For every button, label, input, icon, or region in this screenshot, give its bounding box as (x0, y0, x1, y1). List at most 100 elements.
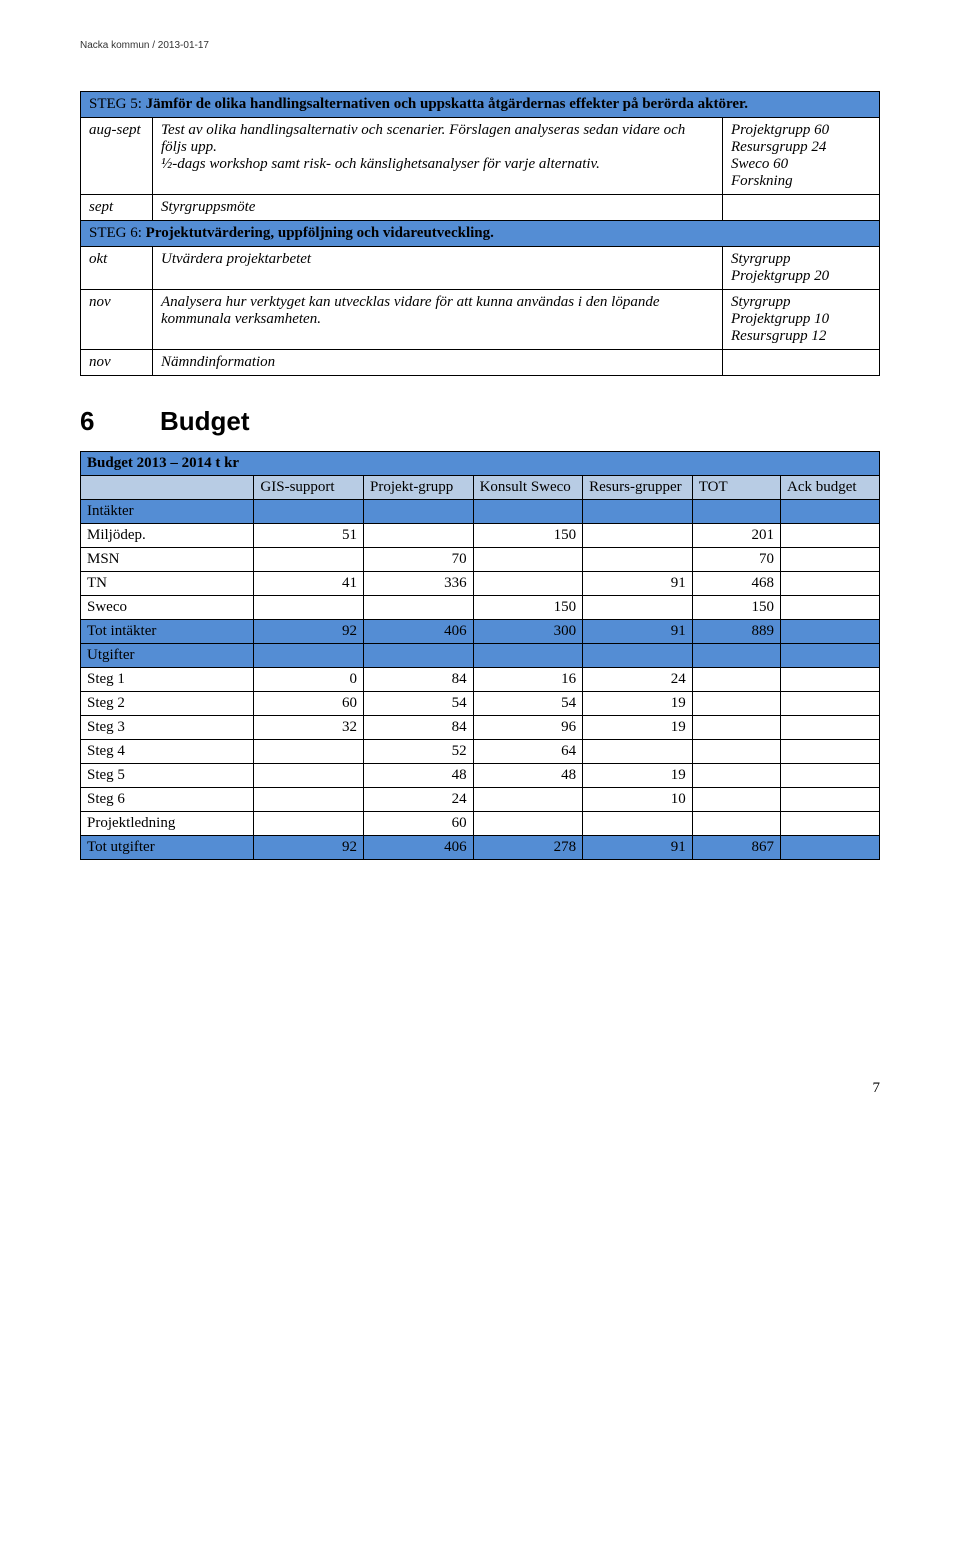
budget-cell: 84 (363, 716, 473, 740)
section-6-heading: 6Budget (80, 406, 880, 437)
budget-cell (692, 788, 780, 812)
budget-row: Steg 62410 (81, 788, 880, 812)
budget-cell: 201 (692, 524, 780, 548)
budget-cell (583, 740, 693, 764)
budget-row-label: Steg 6 (81, 788, 254, 812)
cell-who: Styrgrupp Projektgrupp 20 (723, 247, 880, 290)
cell-when: nov (81, 290, 153, 350)
budget-cell (473, 788, 583, 812)
budget-cell: 24 (583, 668, 693, 692)
budget-row-label: Tot utgifter (81, 836, 254, 860)
budget-row-label: Tot intäkter (81, 620, 254, 644)
budget-table: Budget 2013 – 2014 t kr GIS-supportProje… (80, 451, 880, 860)
cell-desc: Analysera hur verktyget kan utvecklas vi… (153, 290, 723, 350)
budget-col-header: Konsult Sweco (473, 476, 583, 500)
table-row: sept Styrgruppsmöte (81, 195, 880, 221)
budget-col-header (81, 476, 254, 500)
budget-cell: 19 (583, 692, 693, 716)
budget-cell (363, 644, 473, 668)
budget-cell (781, 740, 880, 764)
budget-row: Steg 5484819 (81, 764, 880, 788)
budget-cell (473, 812, 583, 836)
budget-cell: 19 (583, 764, 693, 788)
budget-row-label: Utgifter (81, 644, 254, 668)
budget-cell (583, 596, 693, 620)
budget-cell (583, 812, 693, 836)
budget-cell (781, 788, 880, 812)
budget-row: Steg 260545419 (81, 692, 880, 716)
steps-table: STEG 5: Jämför de olika handlingsalterna… (80, 91, 880, 376)
budget-cell: 889 (692, 620, 780, 644)
step5-header: STEG 5: Jämför de olika handlingsalterna… (81, 92, 880, 118)
step6-prefix: STEG 6: (89, 225, 146, 241)
budget-cell (781, 548, 880, 572)
budget-col-header: Resurs-grupper (583, 476, 693, 500)
budget-cell (781, 524, 880, 548)
cell-desc: Test av olika handlingsalternativ och sc… (153, 118, 723, 195)
budget-cell: 10 (583, 788, 693, 812)
budget-cell (692, 500, 780, 524)
cell-desc: Nämndinformation (153, 350, 723, 376)
budget-cell (692, 812, 780, 836)
cell-desc: Utvärdera projektarbetet (153, 247, 723, 290)
budget-cell: 150 (473, 524, 583, 548)
budget-row: MSN7070 (81, 548, 880, 572)
budget-row: Utgifter (81, 644, 880, 668)
cell-who (723, 350, 880, 376)
budget-cell: 60 (254, 692, 364, 716)
step5-bold: Jämför de olika handlingsalternativen oc… (146, 96, 748, 112)
budget-row-label: Miljödep. (81, 524, 254, 548)
budget-row: TN4133691468 (81, 572, 880, 596)
budget-cell: 91 (583, 572, 693, 596)
budget-title: Budget 2013 – 2014 t kr (81, 452, 880, 476)
budget-cell (254, 644, 364, 668)
budget-cell (473, 548, 583, 572)
table-row: aug-sept Test av olika handlingsalternat… (81, 118, 880, 195)
budget-row-label: TN (81, 572, 254, 596)
budget-cell (692, 740, 780, 764)
budget-row: Tot intäkter9240630091889 (81, 620, 880, 644)
budget-row: Steg 332849619 (81, 716, 880, 740)
budget-cell: 468 (692, 572, 780, 596)
budget-cell: 92 (254, 620, 364, 644)
budget-cell: 41 (254, 572, 364, 596)
budget-cell (781, 812, 880, 836)
budget-row: Projektledning60 (81, 812, 880, 836)
cell-when: aug-sept (81, 118, 153, 195)
budget-cell (781, 764, 880, 788)
budget-cell: 54 (473, 692, 583, 716)
budget-row: Miljödep.51 150 201 (81, 524, 880, 548)
budget-cell: 51 (254, 524, 364, 548)
budget-cell: 19 (583, 716, 693, 740)
budget-row: Tot utgifter9240627891867 (81, 836, 880, 860)
budget-cell (583, 548, 693, 572)
budget-cell: 70 (363, 548, 473, 572)
cell-desc: Styrgruppsmöte (153, 195, 723, 221)
budget-row: Steg 10841624 (81, 668, 880, 692)
budget-cell: 60 (363, 812, 473, 836)
budget-cell: 84 (363, 668, 473, 692)
budget-cell (254, 596, 364, 620)
budget-cell: 16 (473, 668, 583, 692)
budget-cell: 54 (363, 692, 473, 716)
budget-cell: 300 (473, 620, 583, 644)
budget-col-header: TOT (692, 476, 780, 500)
budget-col-header: Projekt-grupp (363, 476, 473, 500)
budget-cell: 278 (473, 836, 583, 860)
budget-cell (781, 500, 880, 524)
budget-cell (583, 524, 693, 548)
budget-cell (781, 716, 880, 740)
budget-row-label: Steg 5 (81, 764, 254, 788)
budget-title-row: Budget 2013 – 2014 t kr (81, 452, 880, 476)
step6-bold: Projektutvärdering, uppföljning och vida… (146, 225, 494, 241)
budget-cell (583, 500, 693, 524)
budget-cell (781, 692, 880, 716)
budget-cell (473, 572, 583, 596)
budget-cell (254, 788, 364, 812)
budget-col-header: Ack budget (781, 476, 880, 500)
cell-who: Styrgrupp Projektgrupp 10 Resursgrupp 12 (723, 290, 880, 350)
budget-cell (781, 596, 880, 620)
budget-cell: 91 (583, 620, 693, 644)
budget-row-label: MSN (81, 548, 254, 572)
budget-cell (692, 644, 780, 668)
